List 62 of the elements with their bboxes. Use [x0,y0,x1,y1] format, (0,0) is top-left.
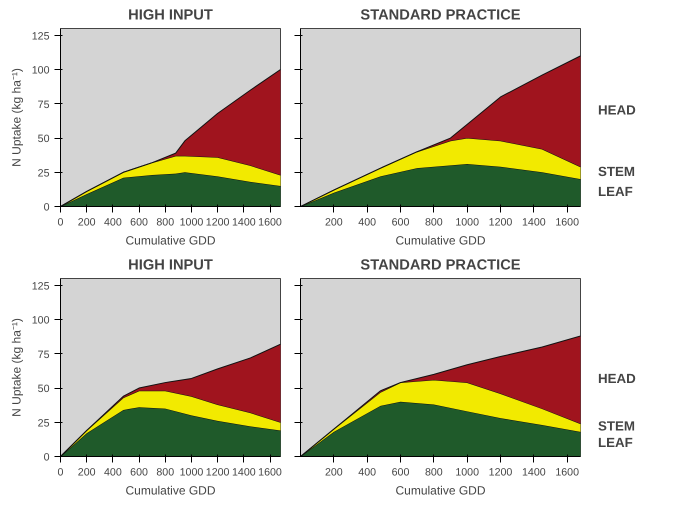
x-tick-label: 1000 [455,466,480,478]
series-label: STEM [598,164,636,179]
x-tick-label: 800 [424,466,443,478]
x-tick-label: 1400 [232,466,256,478]
x-tick-label: 200 [324,216,343,228]
x-tick-label: 1000 [180,216,204,228]
series-label: LEAF [598,184,633,199]
y-axis-title: N Uptake (kg ha⁻¹) [10,68,24,167]
x-tick-label: 1400 [232,216,256,228]
x-tick-label: 600 [392,466,410,478]
x-axis-title: Cumulative GDD [125,484,216,498]
x-tick-label: 400 [104,466,122,478]
chart-title: STANDARD PRACTICE [360,258,521,274]
x-tick-label: 1400 [522,466,546,478]
series-label: STEM [598,418,636,434]
y-tick-label: 75 [38,98,50,111]
y-tick-label: 0 [44,452,50,464]
x-tick-label: 1200 [488,466,512,478]
x-tick-label: 800 [156,216,174,228]
x-tick-label: 200 [78,216,96,228]
x-tick-label: 0 [58,216,64,228]
x-tick-label: 1600 [555,466,580,478]
x-axis-title: Cumulative GDD [395,484,486,498]
x-tick-label: 1200 [488,216,512,228]
y-tick-label: 100 [32,314,50,327]
series-label: LEAF [598,435,633,450]
x-tick-label: 600 [392,216,410,228]
series-label: HEAD [598,370,636,386]
x-tick-label: 1400 [522,216,546,228]
x-tick-label: 600 [130,216,148,228]
y-tick-label: 25 [38,167,50,180]
x-tick-label: 0 [58,466,64,478]
x-tick-label: 800 [156,466,174,478]
x-tick-label: 600 [130,466,148,478]
y-axis-title: N Uptake (kg ha⁻¹) [10,318,24,417]
x-tick-label: 1600 [555,216,580,228]
x-tick-label: 400 [358,216,376,228]
x-tick-label: 1200 [206,466,230,478]
y-tick-label: 75 [38,348,50,361]
x-tick-label: 800 [424,216,443,228]
x-tick-label: 200 [324,466,343,478]
x-axis-title: Cumulative GDD [395,234,486,248]
y-tick-label: 50 [38,133,50,146]
y-tick-label: 0 [44,202,50,214]
x-tick-label: 1000 [455,216,480,228]
x-tick-label: 400 [358,466,376,478]
y-tick-label: 25 [38,417,50,430]
x-tick-label: 1600 [258,216,282,228]
x-tick-label: 1600 [258,466,282,478]
x-tick-label: 1000 [180,466,204,478]
y-tick-label: 125 [32,280,50,292]
x-axis-title: Cumulative GDD [125,234,216,248]
y-tick-label: 125 [32,30,50,42]
y-tick-label: 50 [38,383,50,396]
x-tick-label: 1200 [206,216,230,228]
x-tick-label: 200 [78,466,96,478]
series-label: HEAD [598,102,636,118]
chart-title: STANDARD PRACTICE [360,8,521,24]
chart-title: HIGH INPUT [128,258,213,274]
y-tick-label: 100 [32,64,50,77]
x-tick-label: 400 [104,216,122,228]
chart-title: HIGH INPUT [128,8,213,24]
